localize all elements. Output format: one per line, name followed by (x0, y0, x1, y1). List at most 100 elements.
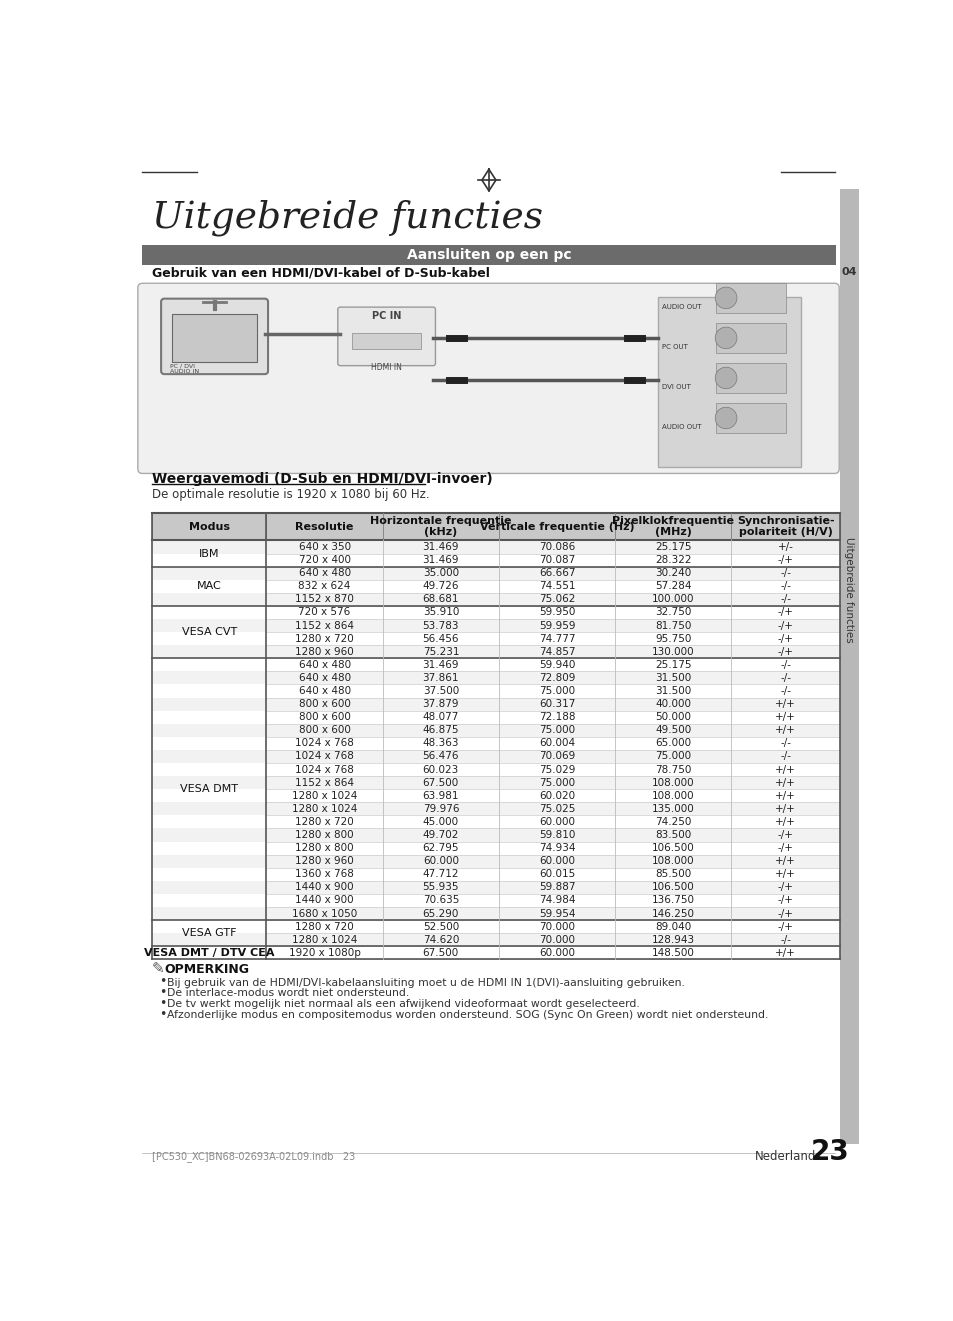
Bar (152, 567, 840, 580)
Bar (152, 828, 840, 841)
Bar (152, 775, 840, 789)
Text: 78.750: 78.750 (655, 765, 691, 774)
Text: 56.456: 56.456 (422, 634, 458, 643)
Text: 53.783: 53.783 (422, 621, 458, 630)
Text: Horizontale frequentie
(kHz): Horizontale frequentie (kHz) (370, 515, 511, 538)
Bar (152, 620, 840, 631)
Bar (840, 189, 858, 1144)
Bar (716, 283, 785, 313)
Text: 106.500: 106.500 (651, 843, 694, 853)
Text: -/+: -/+ (777, 909, 793, 918)
Text: +/+: +/+ (775, 712, 796, 723)
Text: 35.000: 35.000 (422, 568, 458, 579)
Text: 1280 x 960: 1280 x 960 (294, 647, 354, 657)
Text: 640 x 480: 640 x 480 (298, 686, 351, 696)
Bar (152, 593, 840, 606)
Text: Verticale frequentie (Hz): Verticale frequentie (Hz) (479, 522, 634, 531)
Text: 59.954: 59.954 (538, 909, 575, 918)
Text: 720 x 576: 720 x 576 (298, 608, 351, 617)
Text: +/+: +/+ (775, 803, 796, 814)
Text: -/-: -/- (780, 594, 790, 604)
Text: -/+: -/+ (777, 634, 793, 643)
Text: 60.317: 60.317 (538, 699, 575, 709)
Bar (716, 403, 785, 433)
Text: AUDIO OUT: AUDIO OUT (661, 424, 700, 429)
Text: 60.000: 60.000 (538, 856, 575, 867)
Text: 40.000: 40.000 (655, 699, 691, 709)
Text: 106.500: 106.500 (651, 882, 694, 892)
Text: De tv werkt mogelijk niet normaal als een afwijkend videoformaat wordt geselecte: De tv werkt mogelijk niet normaal als ee… (167, 999, 639, 1009)
Text: 85.500: 85.500 (655, 869, 691, 880)
Text: 47.712: 47.712 (422, 869, 458, 880)
Bar (716, 363, 785, 392)
Text: HDMI IN: HDMI IN (371, 362, 401, 371)
Text: -/+: -/+ (777, 608, 793, 617)
Text: 74.551: 74.551 (538, 581, 575, 592)
Text: 74.620: 74.620 (422, 935, 458, 945)
Text: 74.777: 74.777 (538, 634, 575, 643)
Text: VESA CVT: VESA CVT (181, 627, 236, 637)
Bar (152, 908, 840, 919)
Bar (152, 645, 840, 658)
Bar (152, 881, 840, 894)
Bar (152, 764, 840, 775)
Bar (152, 671, 840, 684)
Text: Afzonderlijke modus en compositemodus worden ondersteund. SOG (Sync On Green) wo: Afzonderlijke modus en compositemodus wo… (167, 1009, 768, 1020)
Text: 31.469: 31.469 (422, 659, 458, 670)
Text: 37.500: 37.500 (422, 686, 458, 696)
Text: 60.000: 60.000 (422, 856, 458, 867)
Bar (152, 868, 840, 881)
Text: Pixelklokfrequentie
(MHz): Pixelklokfrequentie (MHz) (612, 515, 734, 538)
Text: PC OUT: PC OUT (661, 343, 687, 350)
Text: +/+: +/+ (775, 869, 796, 880)
Text: 74.984: 74.984 (538, 896, 575, 905)
Text: 95.750: 95.750 (655, 634, 691, 643)
Text: 640 x 480: 640 x 480 (298, 672, 351, 683)
Text: 1280 x 800: 1280 x 800 (295, 843, 354, 853)
Text: 800 x 600: 800 x 600 (298, 699, 350, 709)
Text: +/+: +/+ (775, 699, 796, 709)
Text: 48.363: 48.363 (422, 738, 458, 748)
Text: 55.935: 55.935 (422, 882, 458, 892)
Text: +/+: +/+ (775, 856, 796, 867)
Bar (152, 789, 840, 802)
Text: 128.943: 128.943 (651, 935, 694, 945)
Text: 56.476: 56.476 (422, 752, 458, 761)
Text: AUDIO OUT: AUDIO OUT (661, 304, 700, 309)
Text: 1280 x 1024: 1280 x 1024 (292, 803, 357, 814)
Text: 60.000: 60.000 (538, 816, 575, 827)
Text: 108.000: 108.000 (652, 791, 694, 801)
Text: 146.250: 146.250 (651, 909, 694, 918)
Circle shape (715, 328, 736, 349)
Text: 25.175: 25.175 (655, 659, 691, 670)
Text: 45.000: 45.000 (422, 816, 458, 827)
Text: +/+: +/+ (775, 791, 796, 801)
Text: 1280 x 720: 1280 x 720 (294, 634, 354, 643)
Text: 37.879: 37.879 (422, 699, 458, 709)
Text: 52.500: 52.500 (422, 922, 458, 931)
Text: +/+: +/+ (775, 725, 796, 736)
Text: •: • (159, 997, 167, 1011)
Text: 49.500: 49.500 (655, 725, 691, 736)
Text: -/-: -/- (780, 659, 790, 670)
Text: 1440 x 900: 1440 x 900 (295, 896, 354, 905)
Text: 28.322: 28.322 (655, 555, 691, 565)
Text: 130.000: 130.000 (652, 647, 694, 657)
FancyBboxPatch shape (161, 299, 268, 374)
Text: 800 x 600: 800 x 600 (298, 725, 350, 736)
Text: 59.940: 59.940 (538, 659, 575, 670)
FancyBboxPatch shape (137, 283, 839, 473)
Text: 46.875: 46.875 (422, 725, 458, 736)
Text: ✎: ✎ (152, 962, 164, 976)
Bar (152, 631, 840, 645)
Text: 60.020: 60.020 (538, 791, 575, 801)
Text: Gebruik van een HDMI/DVI-kabel of D-Sub-kabel: Gebruik van een HDMI/DVI-kabel of D-Sub-… (152, 267, 489, 279)
Text: 65.000: 65.000 (655, 738, 691, 748)
Text: -/+: -/+ (777, 621, 793, 630)
Circle shape (715, 367, 736, 388)
Bar (152, 933, 840, 946)
Text: 49.702: 49.702 (422, 830, 458, 840)
Text: 75.000: 75.000 (538, 686, 575, 696)
Text: Uitgebreide functies: Uitgebreide functies (843, 536, 853, 642)
Text: 70.086: 70.086 (538, 542, 575, 552)
